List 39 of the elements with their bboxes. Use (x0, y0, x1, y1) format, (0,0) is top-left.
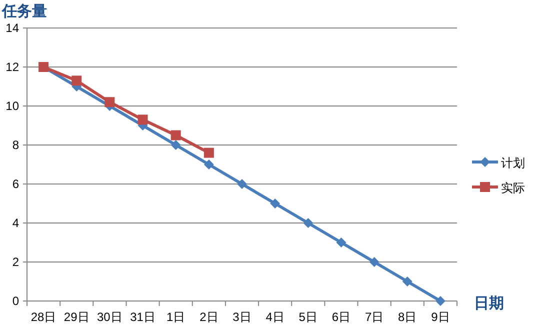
point (270, 198, 280, 208)
y-tick-label: 4 (12, 216, 20, 230)
point (204, 160, 214, 170)
y-tick-label: 14 (6, 21, 20, 35)
y-tick-label: 8 (12, 138, 20, 152)
x-tick-label: 30日 (97, 310, 122, 324)
point (369, 257, 380, 267)
x-tick-label: 2日 (200, 310, 218, 324)
point (303, 218, 314, 228)
legend-label: 计划 (501, 156, 525, 170)
point (104, 97, 115, 108)
y-axis-title: 任务量 (1, 3, 47, 20)
x-tick-label: 6日 (332, 310, 351, 324)
y-tick-label: 6 (12, 177, 20, 191)
legend-label: 实际 (501, 181, 525, 195)
point (72, 76, 82, 86)
x-tick-label: 9日 (431, 310, 450, 324)
y-tick-label: 12 (6, 60, 20, 74)
x-tick-label: 31日 (130, 310, 156, 324)
point (204, 148, 214, 158)
point (402, 276, 412, 286)
y-tick-label: 0 (12, 294, 20, 308)
x-tick-label: 4日 (266, 310, 284, 324)
point (138, 114, 148, 125)
x-tick-label: 3日 (232, 310, 252, 324)
y-tick-label: 2 (12, 255, 20, 269)
x-axis-title: 日期 (474, 295, 504, 312)
point (170, 140, 181, 150)
x-tick-label: 5日 (298, 310, 318, 324)
x-tick-label: 8日 (398, 310, 417, 324)
y-tick-label: 10 (6, 99, 20, 113)
x-tick-label: 1日 (166, 310, 186, 324)
point (336, 238, 346, 248)
x-tick-label: 29日 (64, 310, 90, 324)
x-tick-label: 7日 (364, 310, 384, 324)
point (237, 179, 247, 189)
point (435, 296, 446, 306)
point (170, 130, 181, 140)
x-tick-label: 28日 (30, 310, 56, 324)
